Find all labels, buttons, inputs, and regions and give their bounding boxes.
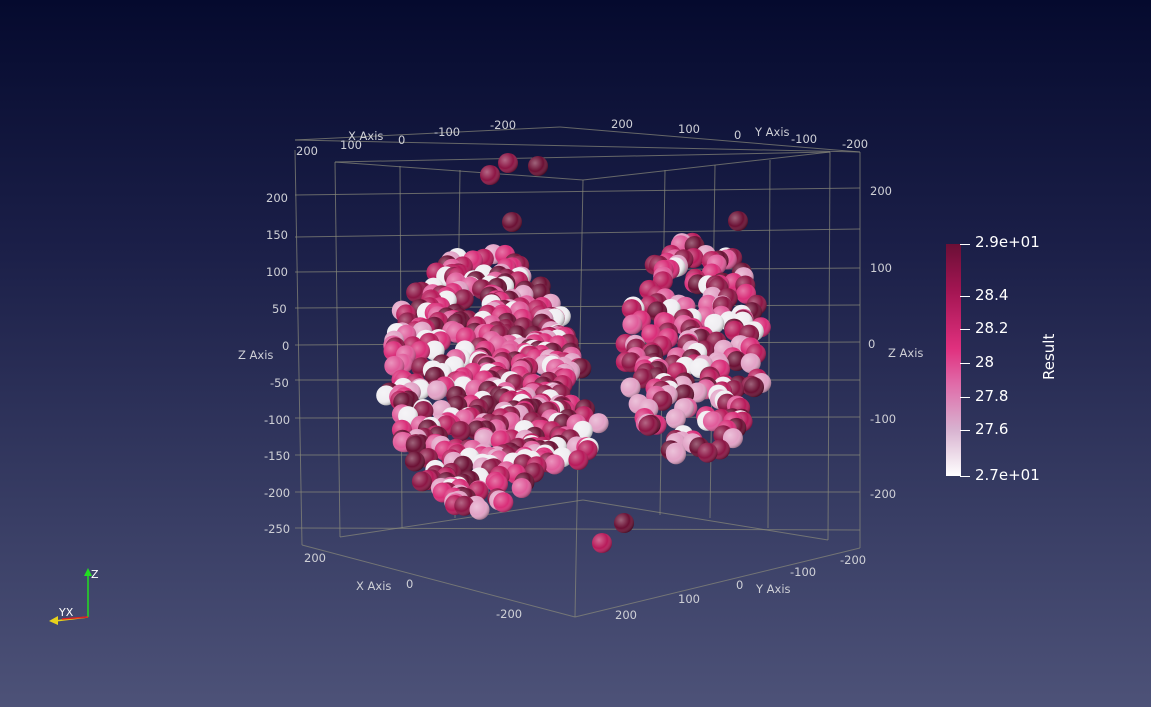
y-tick-top-1: 100 bbox=[678, 122, 700, 136]
colorbar-label: 28.4 bbox=[975, 286, 1009, 304]
z-tick-left-3: 50 bbox=[272, 302, 287, 316]
point-cloud-spheres bbox=[376, 153, 772, 553]
x-tick-bottom-0: 200 bbox=[304, 551, 326, 565]
y-tick-bottom-4: -200 bbox=[840, 553, 866, 567]
y-axis-title-bottom: Y Axis bbox=[755, 582, 791, 596]
colorbar-tick bbox=[960, 397, 970, 398]
z-tick-left-4: 0 bbox=[282, 339, 289, 353]
x-tick-top-4: -200 bbox=[490, 118, 516, 132]
y-tick-bottom-2: 0 bbox=[736, 578, 743, 592]
orientation-z-label: Z bbox=[91, 568, 99, 581]
y-axis-title-top: Y Axis bbox=[754, 125, 790, 139]
x-tick-top-1: 100 bbox=[340, 138, 362, 152]
sphere-shading bbox=[697, 442, 718, 463]
sphere-shading bbox=[544, 454, 565, 475]
z-tick-left-8: -200 bbox=[264, 486, 290, 500]
colorbar-gradient bbox=[946, 244, 961, 476]
sphere-shading bbox=[622, 314, 643, 335]
y-tick-top-0: 200 bbox=[611, 117, 633, 131]
x-axis-title-bottom: X Axis bbox=[356, 579, 391, 593]
colorbar-tick bbox=[960, 329, 970, 330]
sphere-shading bbox=[620, 377, 641, 398]
z-axis-title-right: Z Axis bbox=[888, 346, 923, 360]
sphere-shading bbox=[744, 377, 764, 398]
z-axis-title-left: Z Axis bbox=[238, 348, 273, 362]
sphere-shading bbox=[665, 408, 686, 429]
sphere-shading bbox=[638, 415, 659, 436]
sphere-shading bbox=[469, 499, 490, 520]
y-tick-bottom-1: 100 bbox=[678, 592, 700, 606]
colorbar-label: 28.2 bbox=[975, 319, 1009, 337]
y-axis-arrow bbox=[61, 616, 89, 620]
x-tick-bottom-2: -200 bbox=[496, 607, 522, 621]
colorbar-tick bbox=[960, 296, 970, 297]
sphere-shading bbox=[592, 533, 612, 553]
z-axis-arrowhead bbox=[84, 568, 92, 576]
x-tick-top-3: -100 bbox=[434, 125, 460, 139]
x-tick-top-0: 200 bbox=[296, 144, 318, 158]
sphere-shading bbox=[488, 474, 508, 494]
sphere-shading bbox=[502, 212, 522, 232]
sphere-shading bbox=[411, 471, 432, 492]
sphere-shading bbox=[450, 421, 471, 441]
sphere-shading bbox=[568, 450, 589, 470]
colorbar-tick bbox=[960, 476, 970, 477]
y-tick-top-3: -100 bbox=[791, 132, 817, 146]
colorbar-label-min: 2.7e+01 bbox=[975, 466, 1040, 484]
sphere-shading bbox=[498, 153, 518, 173]
sphere-shading bbox=[480, 165, 500, 185]
sphere-shading bbox=[454, 495, 475, 516]
z-tick-right-0: 200 bbox=[870, 184, 892, 198]
sphere-shading bbox=[666, 444, 686, 465]
z-tick-left-7: -150 bbox=[264, 449, 290, 463]
sphere-shading bbox=[588, 413, 609, 434]
z-tick-left-6: -100 bbox=[264, 413, 290, 427]
x-tick-top-2: 0 bbox=[398, 133, 405, 147]
x-axis-title-top: X Axis bbox=[348, 129, 383, 143]
x-axis-arrowhead bbox=[49, 616, 58, 625]
sphere-shading bbox=[528, 156, 548, 176]
y-tick-bottom-0: 200 bbox=[615, 608, 637, 622]
sphere-shading bbox=[427, 380, 448, 401]
colorbar-title: Result bbox=[1040, 333, 1058, 380]
y-tick-bottom-3: -100 bbox=[790, 565, 816, 579]
colorbar-tick bbox=[960, 244, 970, 245]
sphere-shading bbox=[740, 353, 761, 374]
z-tick-left-9: -250 bbox=[264, 522, 290, 536]
colorbar-label: 28 bbox=[975, 353, 995, 371]
x-tick-bottom-1: 0 bbox=[406, 577, 413, 591]
sphere-shading bbox=[404, 451, 425, 472]
orientation-yx-label: YX bbox=[58, 606, 74, 619]
colorbar-label: 27.6 bbox=[975, 420, 1009, 438]
sphere-shading bbox=[728, 211, 748, 231]
y-tick-top-4: -200 bbox=[842, 137, 868, 151]
sphere-shading bbox=[511, 478, 532, 498]
colorbar-label: 27.8 bbox=[975, 387, 1009, 405]
z-tick-right-1: 100 bbox=[870, 261, 892, 275]
z-tick-right-2: 0 bbox=[868, 337, 875, 351]
z-tick-left-1: 150 bbox=[266, 228, 288, 242]
z-tick-right-4: -200 bbox=[870, 487, 896, 501]
sphere-shading bbox=[406, 282, 427, 303]
z-tick-left-0: 200 bbox=[266, 191, 288, 205]
axis-labels: X Axis Y Axis 200 100 0 -100 -200 200 10… bbox=[238, 117, 923, 622]
colorbar-tick bbox=[960, 363, 970, 364]
z-tick-right-3: -100 bbox=[870, 412, 896, 426]
orientation-axes-widget: Z YX bbox=[49, 568, 99, 625]
sphere-shading bbox=[493, 492, 514, 513]
sphere-shading bbox=[405, 435, 426, 456]
z-tick-left-2: 100 bbox=[266, 265, 288, 279]
y-tick-top-2: 0 bbox=[734, 128, 741, 142]
colorbar-tick bbox=[960, 430, 970, 431]
z-tick-left-5: -50 bbox=[270, 376, 289, 390]
sphere-shading bbox=[722, 428, 743, 449]
colorbar-label-max: 2.9e+01 bbox=[975, 233, 1040, 251]
sphere-shading bbox=[614, 513, 634, 533]
